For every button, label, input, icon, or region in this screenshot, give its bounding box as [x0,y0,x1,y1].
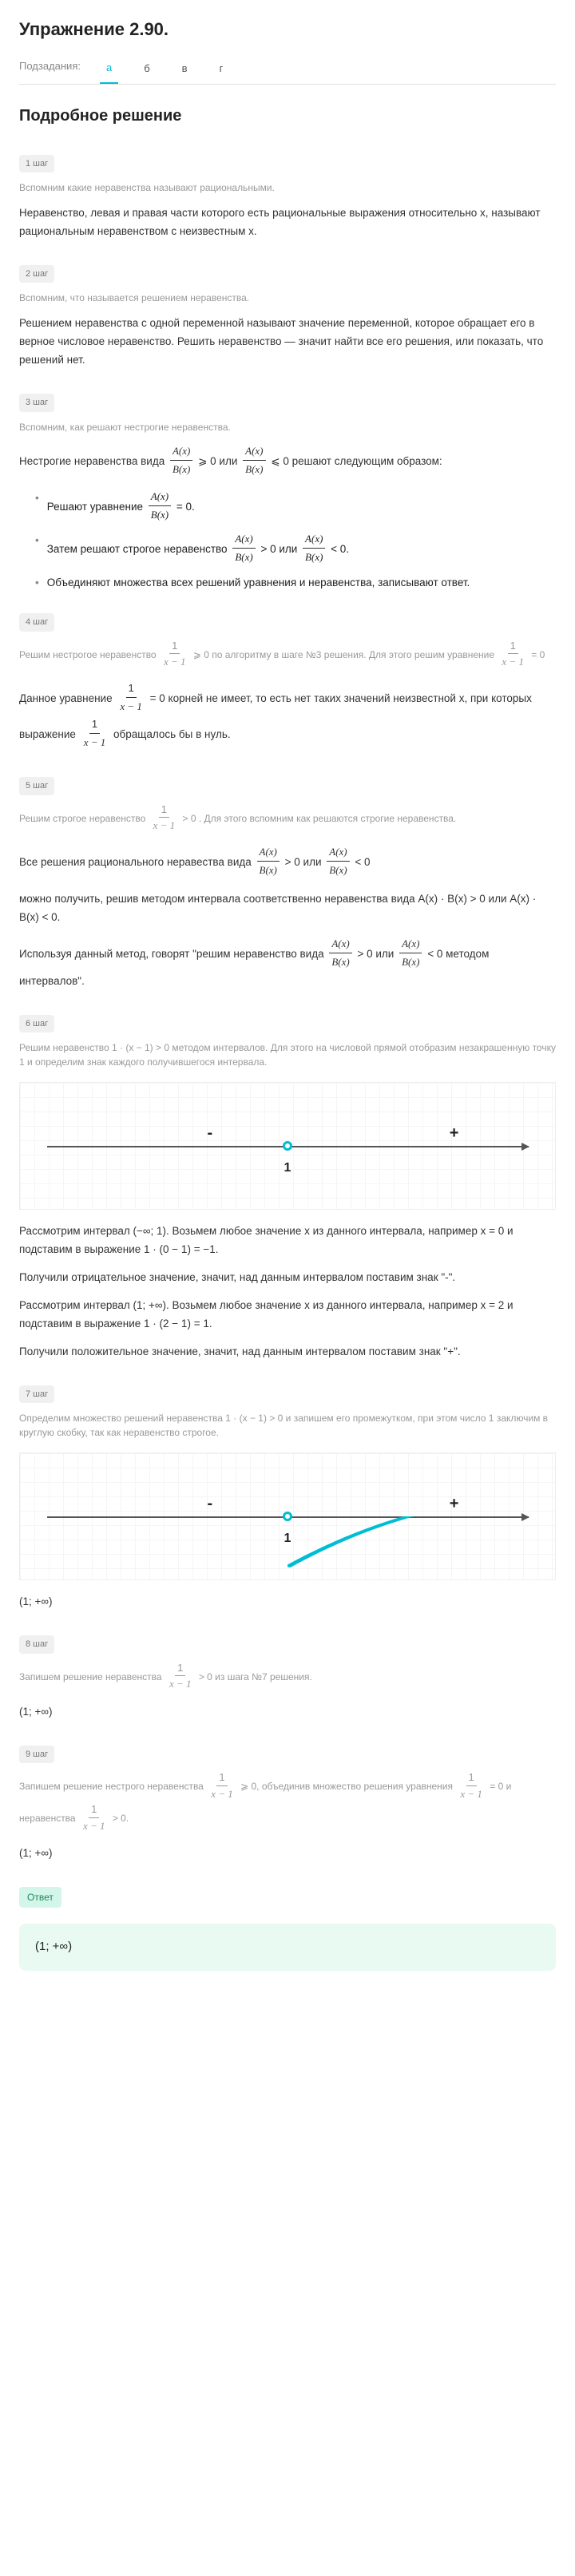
minus-sign: - [208,1121,213,1145]
step7-note: Определим множество решений неравенства … [19,1411,556,1440]
step1-note: Вспомним какие неравенства называют раци… [19,180,556,195]
point-label: 1 [284,1159,291,1178]
step-badge-2: 2 шаг [19,265,54,283]
step3-intro: Нестрогие неравенства вида A(x)B(x) ⩾ 0 … [19,444,556,480]
step4-text: Данное уравнение 1x − 1 = 0 корней не им… [19,681,556,753]
step-badge-7: 7 шаг [19,1385,54,1404]
step8-note: Запишем решение неравенства 1x − 1 > 0 и… [19,1662,556,1694]
step6-p4: Получили положительное значение, значит,… [19,1343,556,1361]
answer-box: (1; +∞) [19,1924,556,1971]
tab-b[interactable]: б [137,56,156,83]
step9-result: (1; +∞) [19,1845,556,1863]
step6-p1: Рассмотрим интервал (−∞; 1). Возьмем люб… [19,1223,556,1259]
step4-note: Решим нестрогое неравенство 1x − 1 ⩾ 0 п… [19,640,556,672]
open-point-icon [283,1141,292,1151]
step3-bullet3: •Объединяют множества всех решений уравн… [35,574,556,592]
answer-badge: Ответ [19,1887,61,1908]
subtabs-label: Подзадания: [19,58,81,81]
point-label: 1 [284,1529,291,1548]
step5-t2: можно получить, решив методом интервала … [19,890,556,927]
step5-note: Решим строгое неравенство 1x − 1 > 0 . Д… [19,803,556,835]
number-line-graph-1: 1 - + [19,1082,556,1210]
step2-text: Решением неравенства с одной переменной … [19,315,556,370]
step-badge-1: 1 шаг [19,155,54,173]
curve-icon [288,1516,502,1567]
tab-g[interactable]: г [213,56,230,83]
plus-sign: + [450,1492,459,1516]
number-line-graph-2: 1 - + [19,1452,556,1580]
step2-note: Вспомним, что называется решением нераве… [19,291,556,305]
step-badge-5: 5 шаг [19,777,54,795]
tab-a[interactable]: а [100,55,118,84]
step3-note: Вспомним, как решают нестрогие неравенст… [19,420,556,434]
step6-note: Решим неравенство 1 · (x − 1) > 0 методо… [19,1040,556,1069]
step3-bullet2: •Затем решают строгое неравенство A(x)B(… [35,532,556,568]
plus-sign: + [450,1121,459,1145]
step3-bullet1: •Решают уравнение A(x)B(x) = 0. [35,489,556,525]
step-badge-9: 9 шаг [19,1746,54,1764]
minus-sign: - [208,1492,213,1516]
step7-result: (1; +∞) [19,1593,556,1611]
step9-note: Запишем решение нестрого неравенства 1x … [19,1771,556,1835]
step8-result: (1; +∞) [19,1703,556,1722]
section-title: Подробное решение [19,104,556,128]
step-badge-3: 3 шаг [19,394,54,412]
step-badge-8: 8 шаг [19,1635,54,1654]
open-point-icon [283,1512,292,1521]
tab-v[interactable]: в [176,56,194,83]
subtabs-bar: Подзадания: а б в г [19,55,556,85]
step-badge-6: 6 шаг [19,1015,54,1033]
exercise-title: Упражнение 2.90. [19,16,556,42]
step6-p2: Получили отрицательное значение, значит,… [19,1269,556,1287]
step5-t1: Все решения рационального неравества вид… [19,845,556,881]
step1-text: Неравенство, левая и правая части которо… [19,204,556,241]
step6-p3: Рассмотрим интервал (1; +∞). Возьмем люб… [19,1297,556,1334]
step5-t3: Используя данный метод, говорят "решим н… [19,937,556,991]
step-badge-4: 4 шаг [19,613,54,632]
